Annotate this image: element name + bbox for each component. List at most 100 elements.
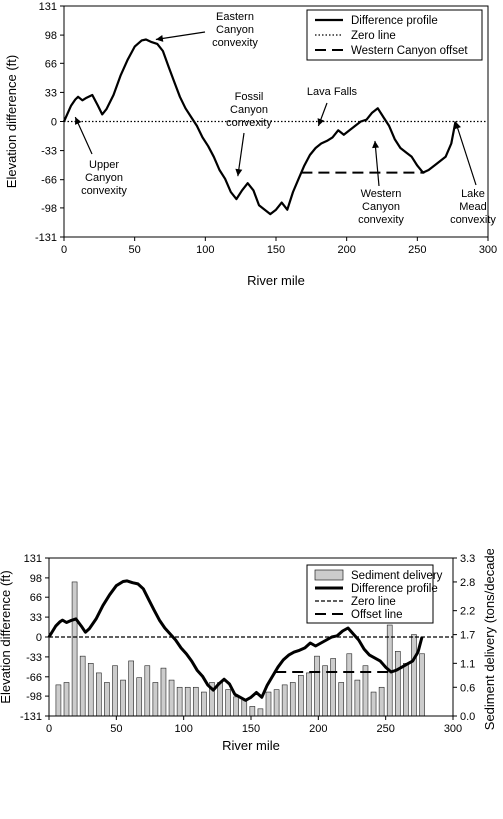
chart1-x-axis-title: River mile [247, 273, 305, 288]
chart1-annotation: Lava Falls [307, 86, 358, 98]
chart1-legend-entry: Difference profile [351, 15, 438, 27]
chart2-sediment-bar [419, 653, 425, 717]
chart1-y-tick-label: -33 [41, 146, 57, 158]
chart1-annotation-arrowhead [372, 140, 380, 149]
chart2-legend-entry: Zero line [351, 596, 396, 608]
chart2-sediment-bar [370, 691, 377, 717]
chart2-sediment-bar [241, 698, 248, 717]
chart2-sediment-bar [330, 658, 336, 717]
chart1-annotation-arrowhead [155, 34, 164, 42]
chart2-sediment-bar [184, 686, 191, 717]
chart2-x-tick-label: 300 [444, 723, 462, 735]
chart2-series-difference-profile [47, 579, 424, 702]
chart1-annotation-arrow [374, 140, 380, 187]
chart1-annotation-arrowhead [317, 118, 325, 126]
chart2-sediment-bar [136, 677, 143, 717]
chart1-y-tick-label: -66 [41, 175, 57, 187]
chart2-y2-tick-label: 2.8 [460, 577, 475, 589]
chart2-x-tick-label: 250 [376, 723, 394, 735]
chart1-y-tick-label: 98 [45, 30, 57, 42]
chart2-sediment-bar [265, 691, 272, 717]
chart2-sediment-bar [338, 682, 345, 717]
chart1-legend-entry: Zero line [351, 30, 396, 42]
chart2-sediment-bar [233, 696, 239, 717]
chart2-y-tick-label: -98 [26, 691, 42, 703]
chart1-annotation-arrow [237, 132, 245, 177]
chart2-y-tick-label: -131 [20, 711, 42, 723]
chart1-annotation-arrow [454, 121, 477, 186]
chart-top: 0 50 100 150 200 250 300 131 98 66 33 0 -33 -66 -98 -13… [4, 1, 497, 288]
chart2-x-tick-label: 50 [110, 723, 122, 735]
chart2-y2-axis-title: Sediment delivery (tons/decade) [482, 549, 497, 730]
chart2-x-tick-label: 0 [46, 723, 52, 735]
chart2-sediment-bar [112, 665, 118, 717]
chart2-y-axis-title: Elevation difference (ft) [0, 570, 13, 703]
chart2-sediment-bar [314, 655, 320, 717]
chart1-series-difference-profile [62, 38, 457, 216]
chart1-y-axis-title: Elevation difference (ft) [4, 55, 19, 188]
chart2-sediment-bar [176, 686, 183, 717]
chart1-annotation: Lake Mead convexity [450, 188, 496, 226]
chart2-sediment-bar [79, 655, 86, 717]
chart2-sediment-bar [96, 672, 102, 717]
chart1-annotation: Fossil Canyon convexity [226, 91, 272, 129]
chart-bottom: 0 50 100 150 200 250 300 131 98 66 33 0 -33 -66 -98 -13… [0, 549, 497, 753]
chart2-sediment-bar [168, 679, 175, 717]
chart2-sediment-bar [354, 679, 361, 717]
chart2-x-axis-title: River mile [222, 738, 280, 753]
chart1-x-tick-label: 300 [479, 244, 497, 256]
chart1-annotation: Upper Canyon convexity [81, 159, 127, 197]
chart2-legend-entry: Difference profile [351, 583, 438, 595]
chart1-annotation: Western Canyon convexity [358, 188, 404, 226]
chart2-sediment-bar [289, 682, 296, 717]
chart2-sediment-bar [298, 675, 304, 717]
chart2-sediment-bar [257, 708, 264, 717]
chart2-sediment-bar [128, 660, 134, 717]
chart2-y-tick-label: 33 [30, 612, 42, 624]
chart1-x-tick-label: 150 [267, 244, 285, 256]
chart2-sediment-bar [104, 682, 110, 717]
chart2-sediment-bar [225, 689, 231, 717]
chart2-sediment-bar [120, 679, 126, 717]
chart2-sediment-bar [306, 672, 312, 717]
chart2-sediment-bar [394, 651, 401, 717]
chart2-sediment-bar [152, 682, 159, 717]
chart2-sediment-bar [411, 634, 417, 717]
chart2-sediment-bar [273, 689, 280, 717]
chart2-sediment-bar [217, 682, 223, 717]
chart2-y2-tick-label: 3.3 [460, 553, 475, 565]
chart2-y-tick-label: 0 [36, 632, 42, 644]
chart2-x-tick-label: 150 [242, 723, 260, 735]
chart1-x-tick-label: 250 [408, 244, 426, 256]
chart2-sediment-bar [362, 665, 369, 717]
chart2-y2-tick-label: 1.1 [460, 658, 475, 670]
chart2-sediment-bar [87, 663, 94, 717]
chart2-sediment-bar [346, 653, 353, 717]
chart2-y-tick-label: -66 [26, 672, 42, 684]
chart2-sediment-bar [160, 667, 167, 717]
chart2-y-tick-label: 66 [30, 592, 42, 604]
chart1-x-tick-label: 50 [129, 244, 141, 256]
chart2-x-tick-label: 200 [309, 723, 327, 735]
chart2-y-tick-label: -33 [26, 652, 42, 664]
chart2-legend-entry: Sediment delivery [351, 570, 443, 582]
chart1-x-tick-label: 200 [337, 244, 355, 256]
chart1-annotation-arrowhead [75, 117, 82, 125]
chart1-y-tick-label: 33 [45, 87, 57, 99]
chart2-sediment-bar [322, 665, 328, 717]
chart1-y-tick-label: 66 [45, 58, 57, 70]
chart1-x-tick-label: 0 [61, 244, 67, 256]
chart1-annotation-arrow [155, 31, 206, 41]
chart1-x-tick-label: 100 [196, 244, 214, 256]
chart2-sediment-bar [144, 665, 151, 717]
chart2-sediment-bar [281, 684, 288, 717]
chart2-y2-tick-label: 0.0 [460, 711, 475, 723]
chart1-annotation: Eastern Canyon convexity [212, 11, 258, 49]
chart1-y-tick-label: -98 [41, 203, 57, 215]
chart2-y-tick-label: 98 [30, 573, 42, 585]
chart2-legend-swatch [314, 569, 344, 581]
chart2-sediment-bar [201, 691, 207, 717]
chart1-annotation-arrowhead [235, 168, 243, 177]
chart1-y-tick-label: 0 [51, 117, 57, 129]
chart2-y-tick-label: 131 [24, 553, 42, 565]
